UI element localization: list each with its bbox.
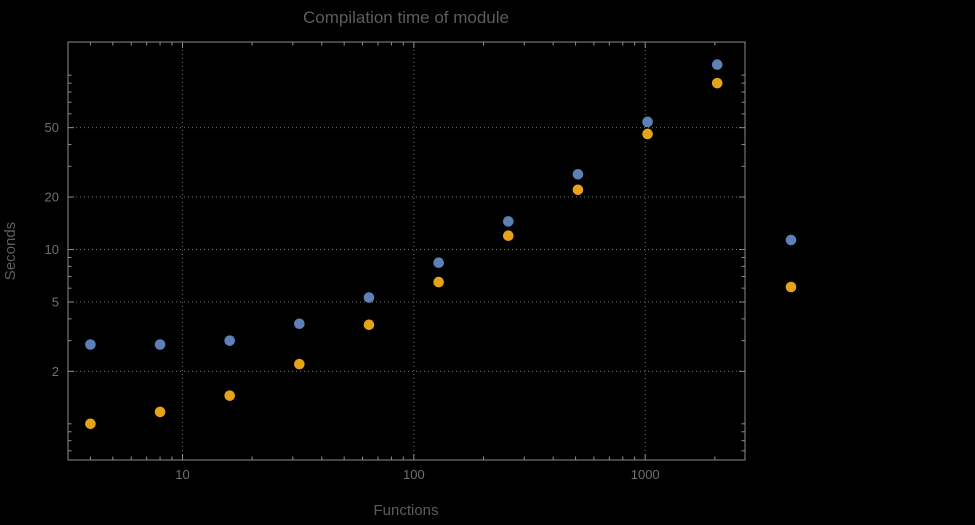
y-axis-label: Seconds [2, 222, 19, 280]
x-axis-label: Functions [373, 502, 438, 519]
data-point-series-orange [642, 128, 653, 140]
data-point-series-orange [711, 77, 723, 89]
chart-title: Compilation time of module [303, 8, 509, 27]
x-tick-label: 10 [175, 467, 189, 482]
legend [785, 234, 797, 293]
data-point-series-blue [154, 339, 166, 350]
legend-marker-series-blue [785, 234, 797, 246]
data-point-series-orange [224, 390, 236, 401]
grid-layer [68, 42, 745, 460]
data-point-series-orange [85, 418, 96, 430]
data-points-layer [85, 59, 723, 430]
frame-layer: 10 100 1000 2 5 10 20 50 [45, 41, 746, 482]
data-point-series-blue [224, 335, 236, 346]
data-point-series-orange [154, 406, 166, 418]
data-point-series-blue [363, 292, 375, 303]
data-point-series-orange [363, 319, 375, 331]
data-point-series-blue [642, 116, 653, 128]
data-point-series-orange [294, 358, 305, 370]
x-tick-label: 1000 [631, 467, 660, 482]
data-point-series-blue [711, 59, 723, 70]
data-point-series-blue [572, 169, 584, 180]
data-point-series-orange [572, 184, 584, 196]
legend-marker-series-orange [785, 281, 797, 293]
data-point-series-orange [502, 230, 514, 241]
y-tick-label: 20 [45, 190, 59, 205]
data-point-series-blue [294, 318, 305, 330]
y-tick-label: 10 [45, 242, 59, 257]
data-point-series-blue [433, 257, 444, 268]
plot-frame [67, 41, 746, 461]
data-point-series-blue [502, 216, 514, 227]
y-tick-label: 5 [52, 294, 59, 309]
x-tick-label: 100 [403, 467, 425, 482]
y-tick-label: 2 [52, 364, 59, 379]
data-point-series-orange [433, 276, 444, 288]
data-point-series-blue [85, 339, 96, 350]
y-tick-label: 50 [45, 120, 59, 135]
